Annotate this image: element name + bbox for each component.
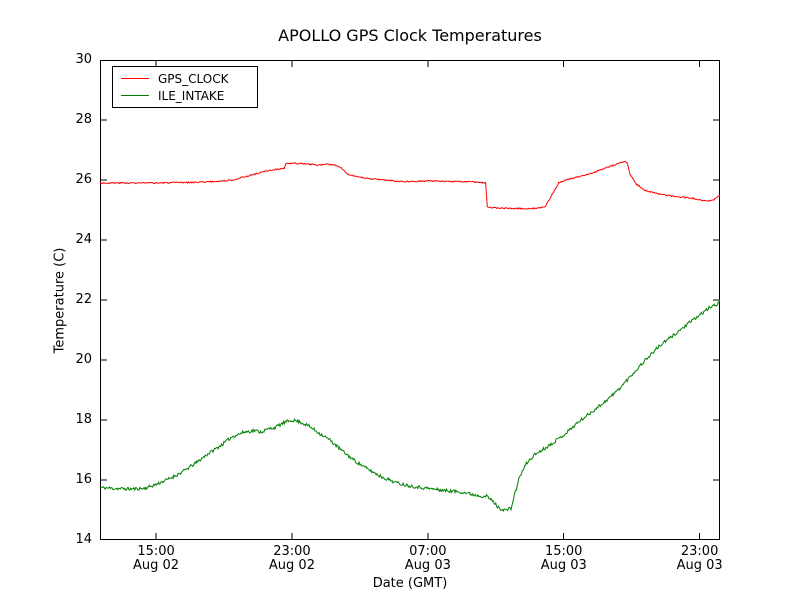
legend-label: GPS_CLOCK xyxy=(158,71,229,86)
x-tick-label: 15:00 Aug 03 xyxy=(524,545,604,573)
x-tick-date: Aug 02 xyxy=(133,558,180,573)
series-line-gps_clock xyxy=(100,160,720,210)
y-tick-label: 16 xyxy=(75,472,92,487)
x-axis-label: Date (GMT) xyxy=(372,576,448,591)
x-tick-date: Aug 03 xyxy=(540,558,587,573)
y-tick-label: 14 xyxy=(75,532,92,547)
legend: GPS_CLOCK ILE_INTAKE xyxy=(112,66,258,108)
x-tick-date: Aug 03 xyxy=(404,558,451,573)
x-tick-label: 07:00 Aug 03 xyxy=(388,545,468,573)
x-tick-time: 23:00 xyxy=(273,544,311,559)
legend-label: ILE_INTAKE xyxy=(158,88,225,103)
x-tick-date: Aug 02 xyxy=(268,558,315,573)
y-tick-label: 30 xyxy=(75,52,92,67)
y-tick-label: 26 xyxy=(75,172,92,187)
plot-canvas xyxy=(100,60,720,540)
series-line-ile_intake xyxy=(100,298,720,513)
x-tick-time: 07:00 xyxy=(409,544,447,559)
x-tick-time: 15:00 xyxy=(544,544,583,559)
x-tick-date: Aug 03 xyxy=(676,558,723,573)
x-tick-time: 23:00 xyxy=(680,544,719,559)
plot-frame xyxy=(100,60,720,540)
y-tick-label: 18 xyxy=(75,412,92,427)
y-tick-label: 22 xyxy=(75,292,92,307)
y-tick-label: 20 xyxy=(75,352,92,367)
legend-line-sample xyxy=(121,95,149,96)
y-tick-label: 24 xyxy=(75,232,92,247)
legend-entry: GPS_CLOCK xyxy=(121,70,249,87)
x-tick-label: 15:00 Aug 02 xyxy=(116,545,196,573)
y-tick-label: 28 xyxy=(75,112,92,127)
plot-area xyxy=(100,60,720,540)
chart-title: APOLLO GPS Clock Temperatures xyxy=(278,26,542,45)
x-tick-time: 15:00 xyxy=(137,544,175,559)
x-tick-label: 23:00 Aug 03 xyxy=(660,545,740,573)
legend-line-sample xyxy=(121,78,149,79)
x-tick-label: 23:00 Aug 02 xyxy=(252,545,332,573)
legend-entry: ILE_INTAKE xyxy=(121,87,249,104)
